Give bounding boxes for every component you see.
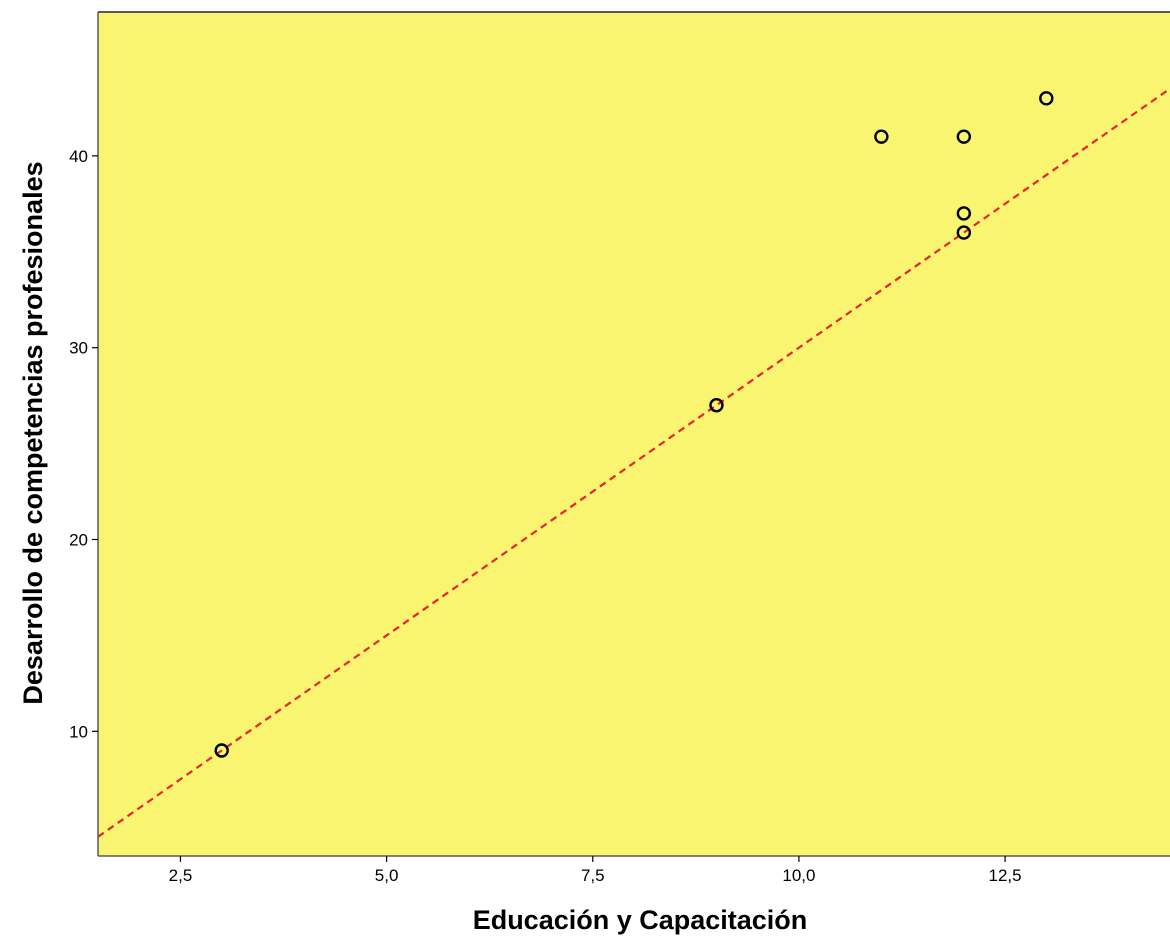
y-axis-title: Desarrollo de competencias profesionales	[18, 161, 48, 704]
data-point	[956, 129, 972, 144]
x-tick-label: 12,5	[989, 866, 1022, 885]
x-tick-label: 7,5	[581, 866, 605, 885]
x-tick-label: 2,5	[169, 866, 193, 885]
y-tick-label: 20	[69, 531, 88, 550]
data-point	[214, 743, 229, 758]
reference-line	[98, 87, 1170, 838]
x-tick-label: 5,0	[375, 866, 399, 885]
y-tick-label: 10	[69, 722, 88, 741]
y-tick-label: 40	[69, 147, 88, 166]
x-axis-title: Educación y Capacitación	[473, 905, 808, 935]
y-tick-label: 30	[69, 339, 88, 358]
data-point	[1039, 91, 1054, 106]
data-point	[709, 398, 724, 413]
x-tick-label: 10,0	[782, 866, 815, 885]
data-point	[874, 129, 889, 144]
plot-area	[98, 12, 1170, 856]
data-point	[956, 225, 972, 240]
data-point	[956, 206, 972, 221]
